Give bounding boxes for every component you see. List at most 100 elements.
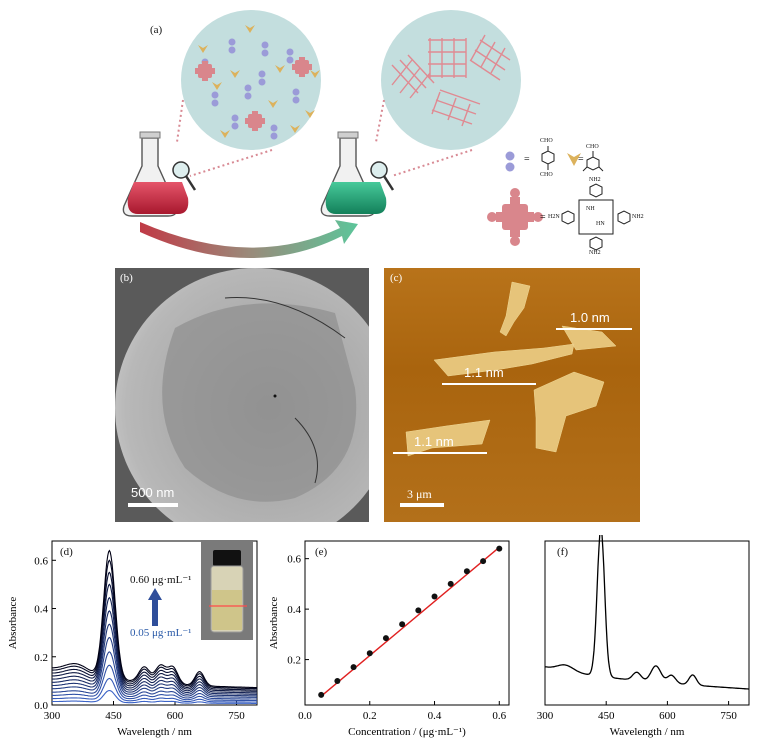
- afm-height-label-2: 1.1 nm: [464, 365, 504, 380]
- tem-scalebar-label: 500 nm: [131, 485, 175, 500]
- zoom-lines: [176, 99, 473, 177]
- x-tick-label: 750: [720, 710, 737, 722]
- afm-scalebar: [400, 503, 444, 507]
- afm-height-line-2: [442, 383, 536, 385]
- tem-image: [115, 268, 369, 522]
- tem-scalebar: [128, 503, 178, 507]
- fit-line: [320, 546, 500, 697]
- y-axis-label: Absorbance: [268, 597, 280, 650]
- nh2-label-bottom: NH2: [589, 250, 601, 256]
- x-tick-label: 0.4: [428, 710, 442, 722]
- panel-c-label: (c): [390, 272, 403, 284]
- data-point: [463, 568, 470, 575]
- data-point: [447, 580, 454, 587]
- legend-equals-1: =: [524, 154, 530, 165]
- nh2-label-top: NH2: [589, 177, 601, 183]
- panel-a-label: (a): [150, 24, 163, 36]
- legend-trigonal-linker-icon: [567, 153, 581, 166]
- y-tick-label: 0.2: [287, 655, 301, 667]
- data-point: [318, 691, 325, 698]
- afm-height-line-1: [556, 328, 632, 330]
- panel-f-label: (f): [557, 546, 568, 558]
- data-point: [399, 621, 406, 628]
- legend-linear-linker-icon: [505, 151, 515, 172]
- monomer-solution-circle: [181, 10, 321, 150]
- chart-f: 300 450 600 750 Wavelength / nm: [537, 535, 750, 738]
- x-axis-label: Wavelength / nm: [610, 726, 685, 738]
- afm-height-line-3: [393, 452, 487, 454]
- x-tick-label: 450: [598, 710, 615, 722]
- chart-e: 0.0 0.2 0.4 0.6 0.2 0.4 0.6 Concentration / (μg…: [268, 540, 510, 738]
- h2n-label: H2N: [548, 214, 560, 220]
- data-point: [431, 593, 438, 600]
- y-tick-label: 0.4: [34, 604, 48, 616]
- data-point: [350, 664, 357, 671]
- spectrum-line: [52, 610, 257, 695]
- vial-graphic: [201, 540, 253, 640]
- y-tick-label: 0.4: [287, 604, 301, 616]
- panel-e-label: (e): [315, 546, 328, 558]
- y-tick-label: 0.6: [287, 554, 301, 566]
- panel-b-label: (b): [120, 272, 133, 284]
- spectrum-line: [52, 664, 257, 702]
- afm-scalebar-label: 3 μm: [407, 487, 432, 501]
- conc-low-label: 0.05 μg·mL⁻¹: [130, 627, 192, 639]
- afm-graphic: [384, 268, 640, 522]
- monomer-molecules: [195, 25, 320, 140]
- x-tick-label: 750: [228, 710, 245, 722]
- spectrum-line: [52, 623, 257, 697]
- data-point: [334, 678, 341, 685]
- data-point: [480, 558, 487, 565]
- plot-frame: [304, 540, 510, 706]
- nh-label: NH: [586, 206, 595, 212]
- x-tick-label: 300: [44, 710, 61, 722]
- legend-equals-3: =: [540, 212, 546, 223]
- legend-porphyrin-icon: [487, 188, 543, 246]
- x-tick-label: 0.6: [492, 710, 506, 722]
- spectrum-line: [544, 535, 749, 690]
- y-tick-label: 0.0: [34, 700, 48, 712]
- x-tick-label: 300: [537, 710, 554, 722]
- cof-circle: [381, 10, 521, 150]
- plot-frame: [544, 540, 750, 706]
- y-axis-label: Absorbance: [7, 597, 19, 650]
- legend-equals-2: =: [578, 154, 584, 165]
- data-point: [496, 545, 503, 552]
- reaction-arrow: [140, 220, 358, 259]
- afm-image: [384, 268, 640, 522]
- x-tick-label: 450: [105, 710, 122, 722]
- y-tick-label: 0.6: [34, 555, 48, 567]
- x-tick-label: 0.2: [363, 710, 377, 722]
- flask-red: [122, 131, 197, 217]
- data-point: [382, 635, 389, 642]
- x-axis-label: Concentration / (μg·mL⁻¹): [348, 726, 466, 738]
- y-tick-label: 0.2: [34, 652, 48, 664]
- plot-frame: [51, 540, 258, 706]
- cof-lattices: [391, 34, 511, 127]
- cho-label-3: CHO: [586, 144, 599, 150]
- panel-a-scheme: [122, 10, 631, 259]
- hn-label: HN: [596, 221, 605, 227]
- spectrum-line: [52, 651, 257, 700]
- chart-d: 300 450 600 750 0.0 0.2 0.4 0.6 Wavelength / nm A…: [7, 540, 258, 738]
- spectrum-line: [52, 677, 257, 703]
- conc-high-label: 0.60 μg·mL⁻¹: [130, 574, 192, 586]
- spectrum-line: [52, 559, 257, 690]
- spectrum-line: [52, 596, 257, 694]
- x-tick-label: 600: [659, 710, 676, 722]
- flask-green: [320, 131, 395, 217]
- x-axis-label: Wavelength / nm: [117, 726, 192, 738]
- nh2-label-right: NH2: [632, 214, 644, 220]
- spectrum-line: [52, 636, 257, 698]
- spectrum-line: [52, 571, 257, 691]
- cho-label-1: CHO: [540, 138, 553, 144]
- chemical-structures: [541, 146, 631, 251]
- concentration-arrow-icon: [148, 588, 162, 626]
- data-point: [366, 650, 373, 657]
- afm-height-label-1: 1.0 nm: [570, 310, 610, 325]
- spectrum-line: [52, 549, 257, 689]
- panel-d-label: (d): [60, 546, 73, 558]
- spectrum-line: [52, 583, 258, 692]
- spectrum-line: [52, 689, 257, 704]
- x-tick-label: 600: [167, 710, 184, 722]
